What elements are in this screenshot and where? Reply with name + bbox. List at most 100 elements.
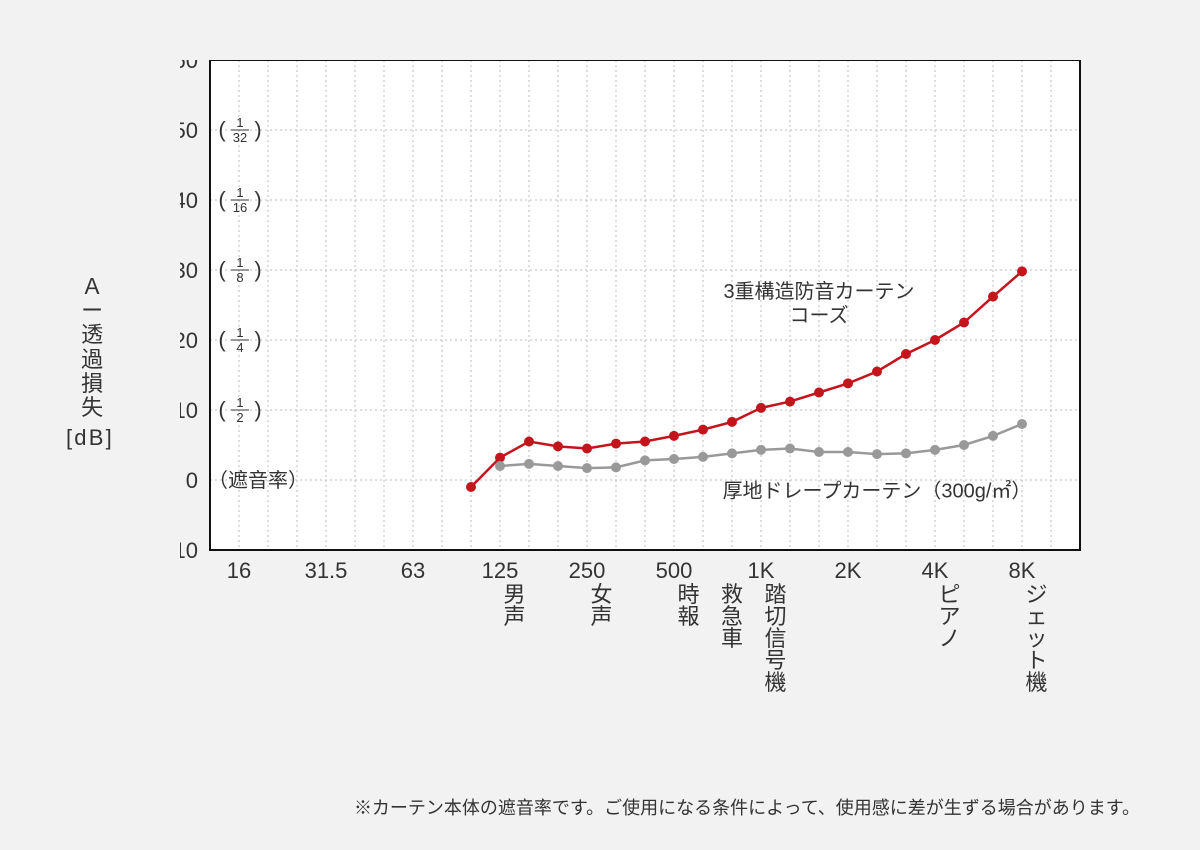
data-point — [756, 403, 766, 413]
data-point — [785, 444, 795, 454]
data-point — [814, 447, 824, 457]
data-point — [553, 441, 563, 451]
y-tick-label: 50 — [180, 118, 198, 143]
svg-text:): ) — [254, 397, 261, 422]
data-point — [756, 445, 766, 455]
data-point — [872, 449, 882, 459]
svg-text:(: ( — [218, 117, 226, 142]
data-point — [814, 388, 824, 398]
data-point — [727, 448, 737, 458]
x-tick-label: 8K — [1009, 558, 1036, 583]
data-point — [495, 461, 505, 471]
data-point — [669, 454, 679, 464]
svg-text:(: ( — [218, 257, 226, 282]
data-point — [988, 431, 998, 441]
y-fraction-label: () 14 — [218, 325, 261, 355]
y-zero-label: （遮音率） — [208, 469, 308, 492]
ylabel-l1: Ａ — [80, 275, 106, 299]
ylabel-l3: 透 — [80, 323, 106, 347]
data-point — [901, 448, 911, 458]
data-point — [930, 445, 940, 455]
svg-text:16: 16 — [233, 200, 247, 215]
y-fraction-label: () 12 — [218, 395, 261, 425]
svg-text:32: 32 — [233, 130, 247, 145]
y-tick-label: 20 — [180, 328, 198, 353]
svg-text:): ) — [254, 187, 261, 212]
data-point — [930, 335, 940, 345]
svg-text:8: 8 — [236, 270, 243, 285]
svg-text:(: ( — [218, 327, 226, 352]
svg-text:1: 1 — [236, 395, 243, 410]
x-sub-label: 踏切信号機 — [764, 582, 786, 695]
y-tick-label: -10 — [180, 538, 198, 563]
x-tick-label: 63 — [401, 558, 425, 583]
data-point — [582, 463, 592, 473]
svg-text:(: ( — [218, 187, 226, 212]
y-tick-label: 60 — [180, 60, 198, 73]
x-tick-label: 1K — [748, 558, 775, 583]
y-tick-label: 0 — [186, 468, 198, 493]
data-point — [640, 437, 650, 447]
ylabel-unit: [dB] — [66, 426, 92, 450]
data-point — [698, 452, 708, 462]
data-point — [1017, 266, 1027, 276]
x-tick-label: 31.5 — [305, 558, 348, 583]
svg-text:1: 1 — [236, 115, 243, 130]
svg-text:4: 4 — [236, 340, 243, 355]
x-tick-label: 125 — [482, 558, 519, 583]
data-point — [843, 378, 853, 388]
data-point — [553, 461, 563, 471]
y-tick-label: 10 — [180, 398, 198, 423]
svg-text:(: ( — [218, 397, 226, 422]
data-point — [582, 444, 592, 454]
y-fraction-label: () 18 — [218, 255, 261, 285]
x-sub-label: 救急車 — [721, 582, 743, 651]
svg-text:1: 1 — [236, 255, 243, 270]
data-point — [843, 447, 853, 457]
y-fraction-label: () 132 — [218, 115, 261, 145]
x-tick-label: 4K — [922, 558, 949, 583]
data-point — [611, 439, 621, 449]
data-point — [524, 437, 534, 447]
y-tick-label: 30 — [180, 258, 198, 283]
data-point — [872, 367, 882, 377]
x-sub-label: 男声 — [503, 582, 525, 629]
data-point — [901, 349, 911, 359]
y-tick-label: 40 — [180, 188, 198, 213]
data-point — [959, 440, 969, 450]
x-tick-label: 500 — [656, 558, 693, 583]
data-point — [611, 462, 621, 472]
y-axis-title: Ａ ー 透 過 損 失 [dB] — [80, 275, 106, 450]
data-point — [988, 292, 998, 302]
transmission-loss-chart: -100102030405060()12()14()18()116()132（遮… — [180, 60, 1120, 760]
svg-text:1: 1 — [236, 185, 243, 200]
x-sub-label: ピアノ — [938, 582, 960, 651]
x-sub-label: 時報 — [677, 582, 699, 629]
ylabel-l5: 損 — [80, 372, 106, 396]
data-point — [669, 431, 679, 441]
ylabel-l4: 過 — [80, 348, 106, 372]
series-label-grey: 厚地ドレープカーテン（300g/㎡） — [723, 479, 1032, 503]
svg-text:2: 2 — [236, 410, 243, 425]
data-point — [727, 417, 737, 427]
svg-text:1: 1 — [236, 325, 243, 340]
data-point — [698, 425, 708, 435]
svg-text:): ) — [254, 117, 261, 142]
x-sub-label: ジェット機 — [1025, 582, 1047, 695]
data-point — [785, 397, 795, 407]
chart-footnote: ※カーテン本体の遮音率です。ご使用になる条件によって、使用感に差が生ずる場合があ… — [354, 794, 1140, 820]
data-point — [640, 455, 650, 465]
data-point — [466, 482, 476, 492]
data-point — [1017, 419, 1027, 429]
y-fraction-label: () 116 — [218, 185, 261, 215]
ylabel-l2: ー — [80, 299, 106, 323]
ylabel-l6: 失 — [80, 396, 106, 420]
x-tick-label: 2K — [835, 558, 862, 583]
data-point — [524, 459, 534, 469]
svg-text:): ) — [254, 257, 261, 282]
x-tick-label: 16 — [227, 558, 251, 583]
x-tick-label: 250 — [569, 558, 606, 583]
data-point — [959, 318, 969, 328]
svg-text:): ) — [254, 327, 261, 352]
x-sub-label: 女声 — [590, 582, 612, 629]
